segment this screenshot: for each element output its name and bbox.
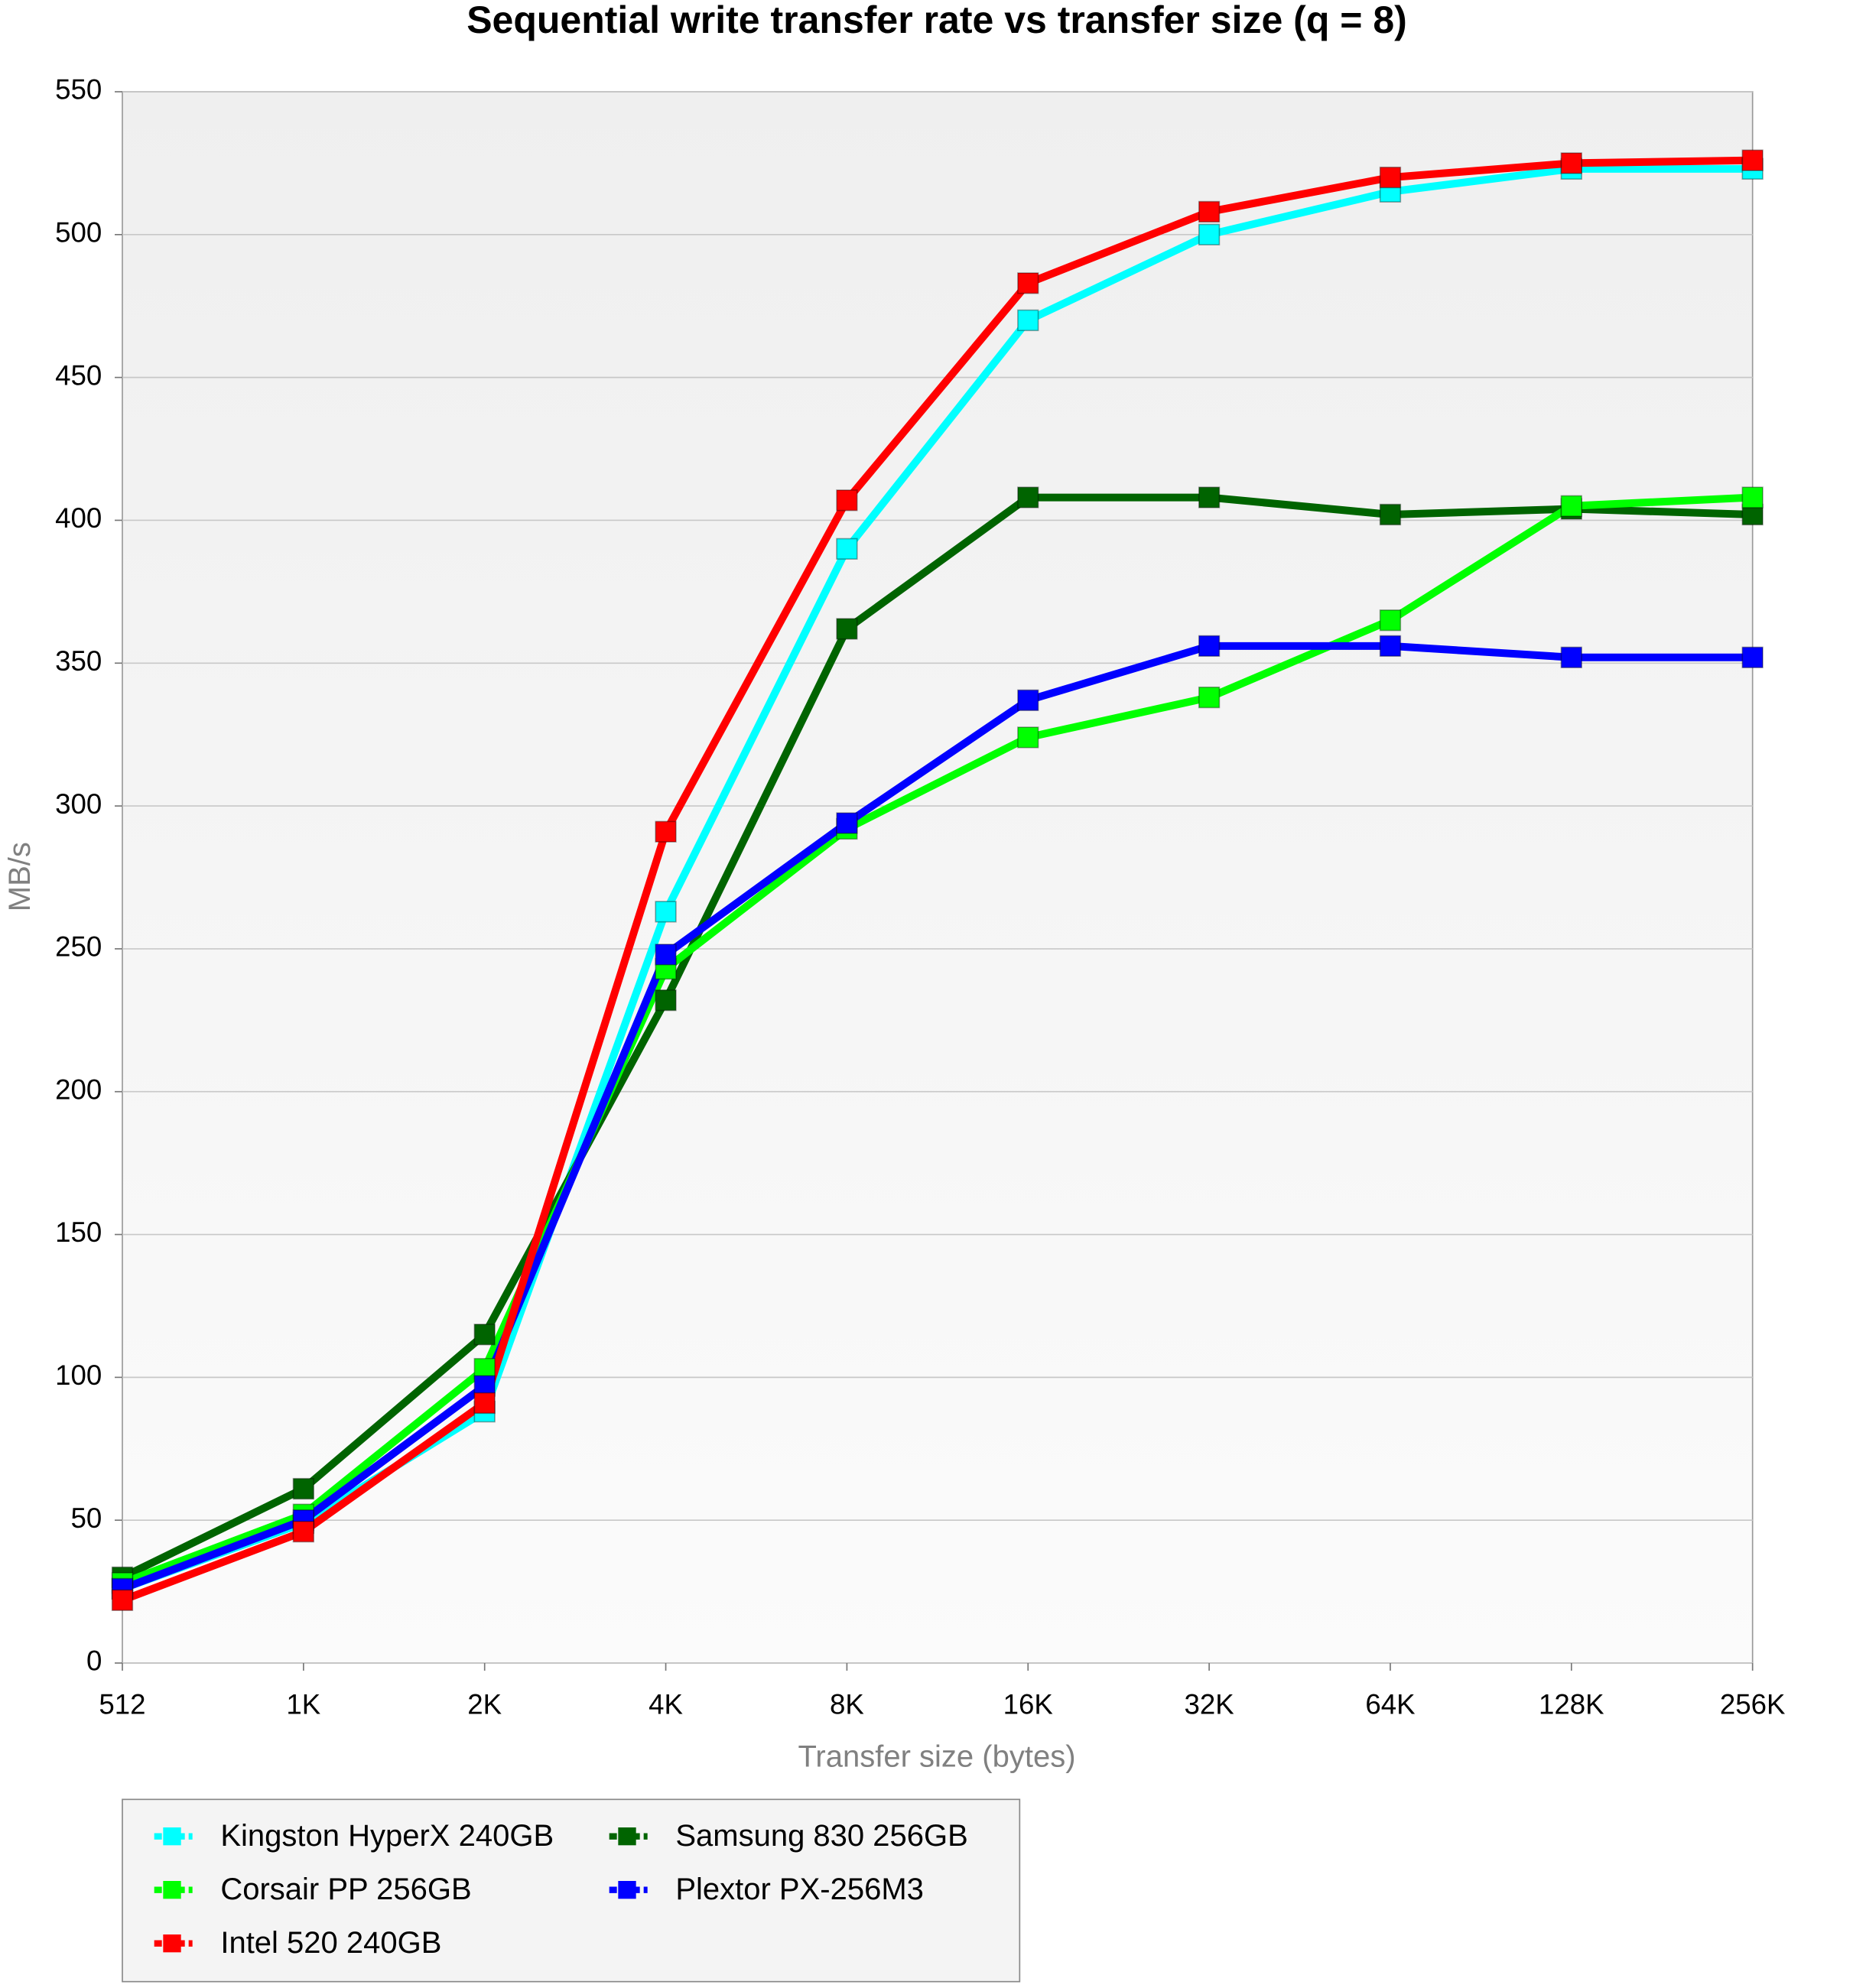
marker bbox=[1741, 486, 1764, 508]
chart-title: Sequential write transfer rate vs transf… bbox=[466, 0, 1407, 41]
marker bbox=[1379, 635, 1402, 658]
legend-swatch bbox=[618, 1827, 636, 1846]
series-line bbox=[121, 156, 1753, 1604]
legend-swatch bbox=[163, 1827, 181, 1846]
x-tick-label: 256K bbox=[1720, 1688, 1786, 1720]
plot-area bbox=[122, 91, 1754, 1664]
legend-swatch bbox=[163, 1881, 181, 1899]
marker bbox=[1198, 223, 1221, 245]
x-tick-label: 64K bbox=[1365, 1688, 1416, 1720]
y-tick-label: 150 bbox=[55, 1217, 102, 1248]
y-tick-label: 0 bbox=[86, 1645, 102, 1677]
legend-label: Kingston HyperX 240GB bbox=[220, 1819, 554, 1853]
marker bbox=[1379, 503, 1402, 526]
marker bbox=[655, 989, 677, 1012]
marker bbox=[473, 1392, 496, 1415]
y-tick-label: 300 bbox=[55, 788, 102, 820]
y-tick-label: 350 bbox=[55, 645, 102, 677]
legend-label: Plextor PX-256M3 bbox=[675, 1873, 924, 1906]
marker bbox=[292, 1477, 315, 1500]
series-line bbox=[120, 493, 1753, 1581]
marker bbox=[1017, 726, 1039, 749]
marker bbox=[1560, 646, 1582, 668]
x-tick-label: 2K bbox=[467, 1688, 502, 1720]
legend-label: Samsung 830 256GB bbox=[675, 1819, 967, 1853]
marker bbox=[1560, 152, 1582, 174]
y-tick-label: 400 bbox=[55, 502, 102, 534]
marker bbox=[655, 820, 677, 843]
marker bbox=[111, 1589, 134, 1611]
legend-swatch bbox=[618, 1881, 636, 1899]
marker bbox=[1379, 609, 1402, 632]
marker bbox=[1017, 272, 1039, 294]
marker bbox=[1198, 486, 1221, 508]
x-tick-label: 512 bbox=[99, 1688, 145, 1720]
y-tick-label: 250 bbox=[55, 931, 102, 963]
marker bbox=[836, 812, 858, 834]
marker bbox=[836, 538, 858, 560]
marker bbox=[1017, 486, 1039, 508]
marker bbox=[1198, 200, 1221, 223]
x-tick-label: 1K bbox=[286, 1688, 320, 1720]
marker bbox=[1198, 686, 1221, 709]
marker bbox=[1198, 635, 1221, 658]
marker bbox=[836, 618, 858, 640]
x-tick-label: 4K bbox=[649, 1688, 683, 1720]
x-tick-label: 8K bbox=[830, 1688, 864, 1720]
marker bbox=[1379, 166, 1402, 189]
marker bbox=[1017, 309, 1039, 332]
x-tick-label: 128K bbox=[1539, 1688, 1604, 1720]
y-tick-label: 50 bbox=[71, 1502, 102, 1534]
y-tick-label: 450 bbox=[55, 359, 102, 391]
series-line bbox=[121, 493, 1753, 1587]
marker bbox=[655, 944, 677, 966]
x-tick-label: 32K bbox=[1184, 1688, 1234, 1720]
marker bbox=[473, 1357, 496, 1380]
marker bbox=[1017, 689, 1039, 712]
marker bbox=[292, 1520, 315, 1543]
legend bbox=[122, 1798, 1021, 1983]
marker bbox=[1741, 646, 1764, 668]
x-tick-label: 16K bbox=[1003, 1688, 1054, 1720]
marker bbox=[1560, 495, 1582, 517]
marker bbox=[473, 1375, 496, 1397]
series-line bbox=[121, 642, 1753, 1593]
y-tick-label: 100 bbox=[55, 1359, 102, 1391]
legend-swatch bbox=[163, 1934, 181, 1953]
y-axis-title: MB/s bbox=[3, 842, 37, 911]
legend-label: Intel 520 240GB bbox=[220, 1926, 441, 1960]
marker bbox=[473, 1324, 496, 1346]
y-tick-label: 200 bbox=[55, 1074, 102, 1105]
marker bbox=[655, 901, 677, 923]
marker bbox=[836, 489, 858, 512]
marker bbox=[1741, 149, 1764, 171]
legend-label: Corsair PP 256GB bbox=[220, 1873, 471, 1906]
y-tick-label: 550 bbox=[55, 74, 102, 106]
x-axis-title: Transfer size (bytes) bbox=[798, 1740, 1075, 1774]
y-tick-label: 500 bbox=[55, 217, 102, 248]
